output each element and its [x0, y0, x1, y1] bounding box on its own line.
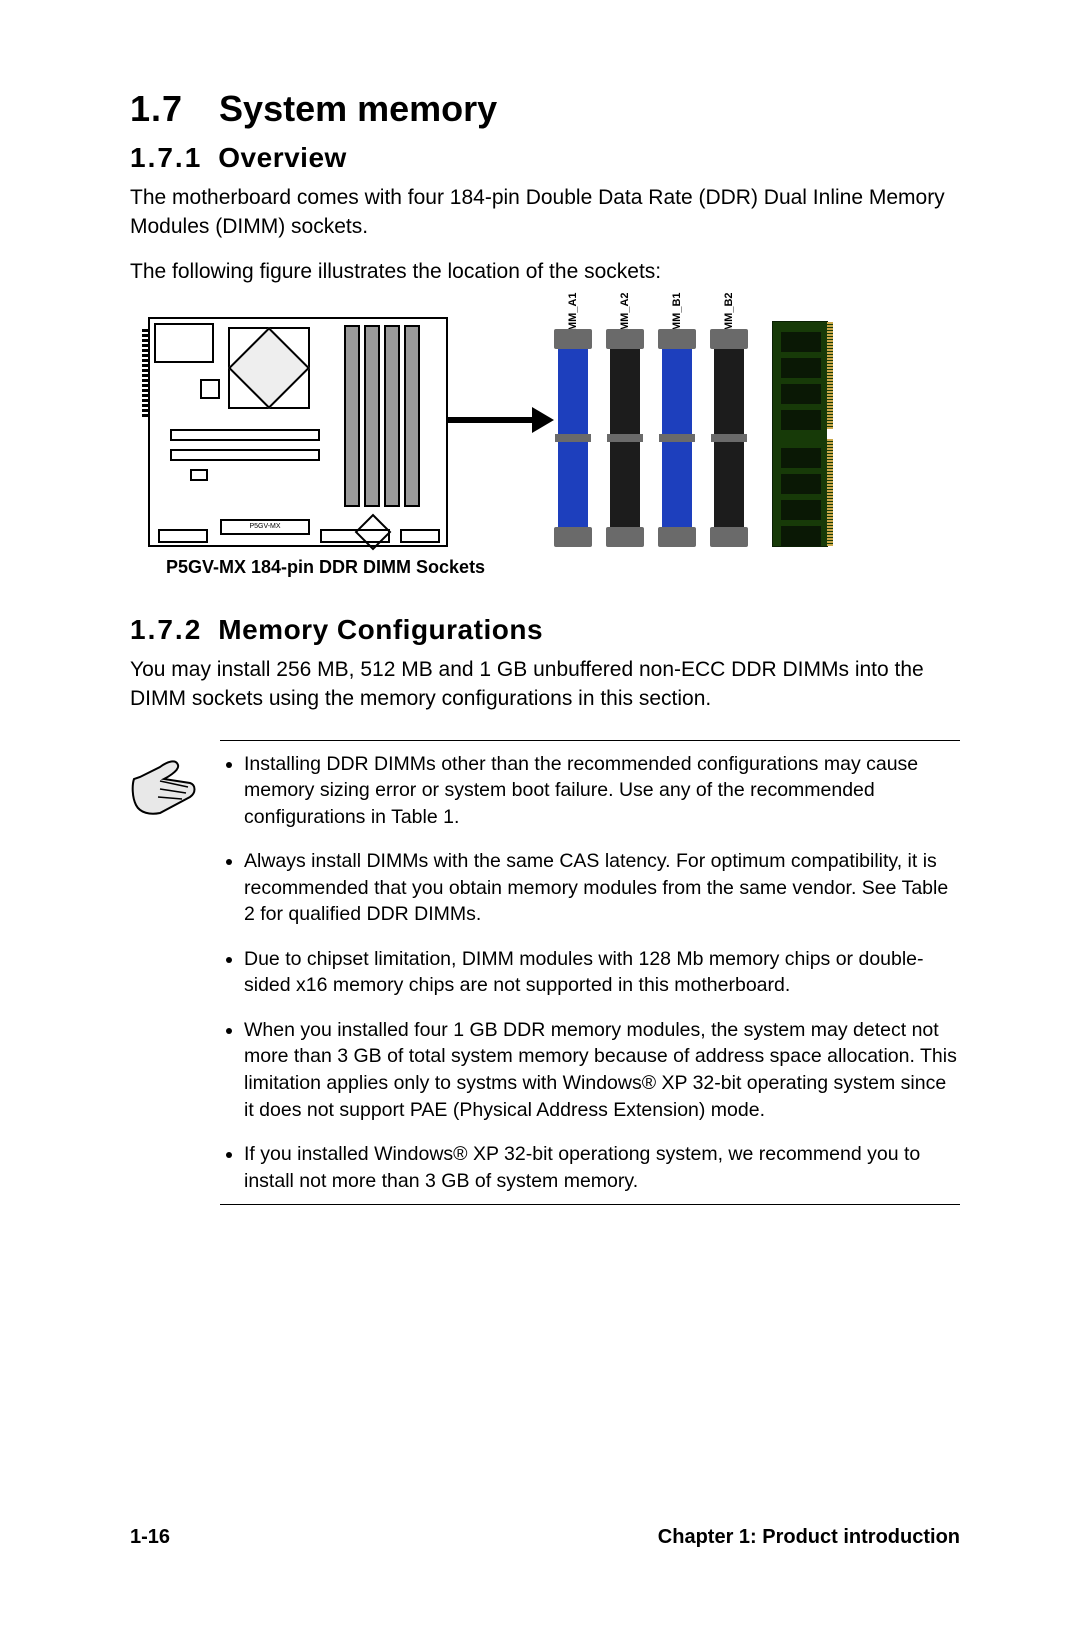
- ddr-module-illustration: [772, 321, 828, 547]
- dimm-label-a2: DIMM_A2: [610, 303, 640, 331]
- overview-paragraph-1: The motherboard comes with four 184-pin …: [130, 184, 960, 242]
- note-item: When you installed four 1 GB DDR memory …: [244, 1017, 960, 1123]
- subsection-title: Memory Configurations: [218, 614, 543, 645]
- dimm-label-a1: DIMM_A1: [558, 303, 588, 331]
- arrow-icon: [448, 317, 558, 547]
- chapter-label: Chapter 1: Product introduction: [658, 1526, 960, 1549]
- note-rule-bottom: [220, 1204, 960, 1205]
- section-heading: 1.7 System memory: [130, 88, 960, 130]
- motherboard-schematic: P5GV-MX: [148, 317, 448, 547]
- section-title: System memory: [219, 88, 497, 129]
- pointing-hand-icon: [130, 757, 200, 819]
- page-number: 1-16: [130, 1526, 170, 1549]
- section-number: 1.7: [130, 88, 183, 129]
- note-block: Installing DDR DIMMs other than the reco…: [130, 740, 960, 1205]
- memconfig-paragraph: You may install 256 MB, 512 MB and 1 GB …: [130, 656, 960, 714]
- note-item: Installing DDR DIMMs other than the reco…: [244, 751, 960, 831]
- note-item: Always install DIMMs with the same CAS l…: [244, 848, 960, 928]
- dimm-slots-diagram: DIMM_A1 DIMM_A2 DIMM_B1 DIMM_B2: [558, 307, 744, 547]
- subsection-number: 1.7.1: [130, 142, 202, 173]
- dimm-label-b1: DIMM_B1: [662, 303, 692, 331]
- overview-paragraph-2: The following figure illustrates the loc…: [130, 258, 960, 287]
- subsection-number: 1.7.2: [130, 614, 202, 645]
- subsection-overview-heading: 1.7.1 Overview: [130, 142, 960, 174]
- figure-caption: P5GV-MX 184-pin DDR DIMM Sockets: [166, 557, 960, 578]
- note-list: Installing DDR DIMMs other than the reco…: [220, 751, 960, 1204]
- note-item: Due to chipset limitation, DIMM modules …: [244, 946, 960, 999]
- page-footer: 1-16 Chapter 1: Product introduction: [130, 1526, 960, 1549]
- dimm-figure: P5GV-MX DIMM_A1 DIMM_A2 DIMM_B1: [148, 307, 960, 578]
- subsection-title: Overview: [218, 142, 347, 173]
- motherboard-model-label: P5GV-MX: [220, 519, 310, 535]
- note-item: If you installed Windows® XP 32-bit oper…: [244, 1141, 960, 1194]
- dimm-label-b2: DIMM_B2: [714, 303, 744, 331]
- subsection-memconfig-heading: 1.7.2 Memory Configurations: [130, 614, 960, 646]
